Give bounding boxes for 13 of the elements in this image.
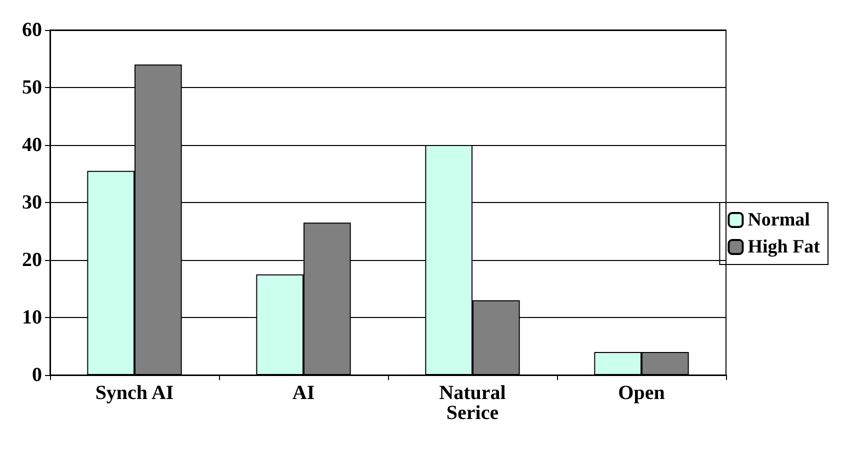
- x-tick-label: Natural Serice: [439, 382, 506, 424]
- x-tick-label: Synch AI: [95, 382, 174, 404]
- legend-label: Normal: [748, 210, 810, 230]
- y-tick-label: 10: [22, 306, 42, 328]
- legend-label: High Fat: [748, 236, 821, 258]
- x-tick-label: Open: [618, 382, 665, 404]
- y-tick-label: 20: [22, 249, 42, 271]
- y-tick-label: 60: [22, 19, 42, 41]
- y-tick-label: 40: [22, 134, 42, 156]
- y-tick-label: 30: [22, 192, 42, 214]
- x-tick-label: AI: [292, 382, 315, 404]
- y-tick-label: 50: [22, 76, 42, 98]
- y-tick-label: 0: [32, 364, 42, 386]
